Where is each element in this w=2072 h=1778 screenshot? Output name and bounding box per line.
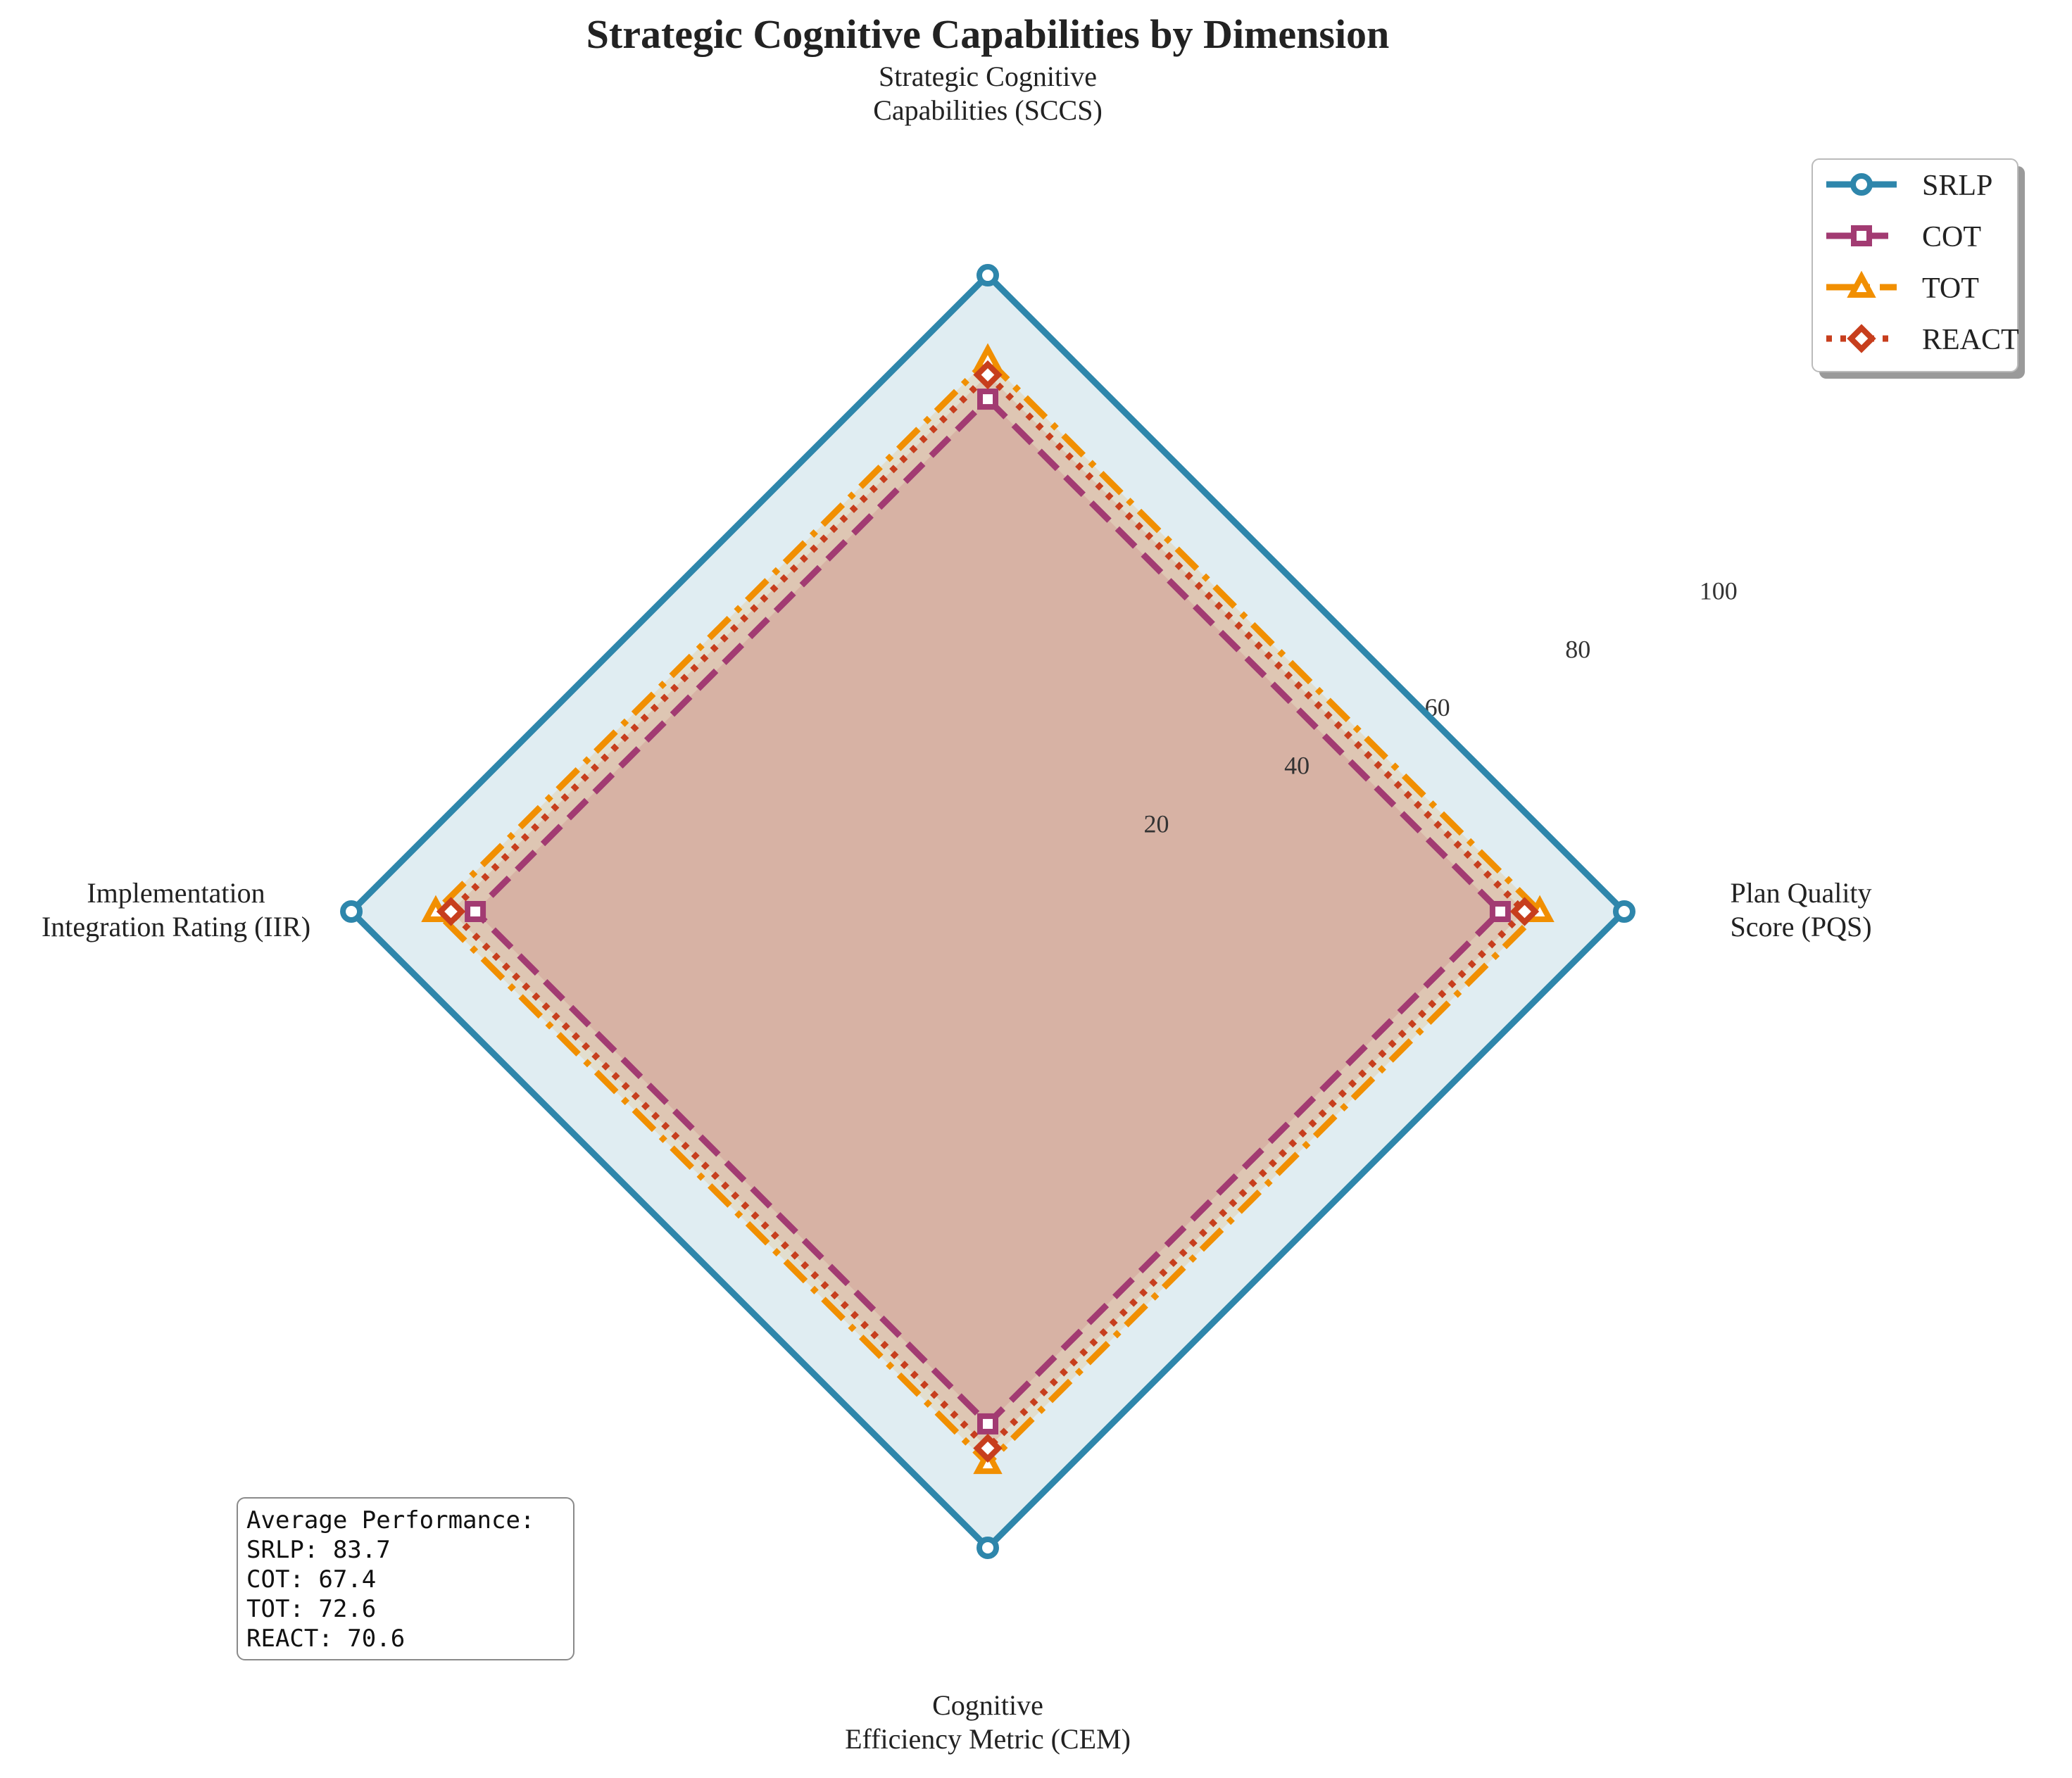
radial-tick-label-80: 80	[1565, 635, 1590, 663]
axis-label-3: Implementation Integration Rating (IIR)	[42, 877, 310, 942]
average-performance-box: Average Performance: SRLP: 83.7 COT: 67.…	[237, 1497, 574, 1660]
legend-label-cot: COT	[1922, 221, 1981, 253]
axis-labels: Strategic Cognitive Capabilities (SCCS) Pl…	[42, 61, 1872, 1755]
data-point-srlp-3	[340, 900, 363, 923]
data-point-react-1	[1509, 897, 1540, 926]
axis-label-2: Cognitive Efficiency Metric (CEM)	[845, 1689, 1131, 1755]
stats-line-tot: TOT: 72.6	[246, 1595, 377, 1623]
data-point-srlp-0	[977, 264, 999, 287]
data-point-srlp-1	[1612, 900, 1635, 923]
radial-tick-label-20: 20	[1144, 809, 1169, 838]
legend-marker-tot	[1847, 270, 1876, 298]
data-point-cot-1	[1489, 901, 1511, 922]
data-point-react-2	[973, 1433, 1003, 1463]
data-point-cot-3	[465, 901, 486, 922]
data-point-cot-2	[977, 1413, 998, 1435]
legend-marker-cot	[1851, 225, 1872, 246]
legend-marker-srlp	[1850, 173, 1873, 196]
data-point-react-3	[436, 897, 466, 926]
axis-label-0: Strategic Cognitive Capabilities (SCCS)	[873, 61, 1103, 126]
data-point-react-0	[973, 360, 1003, 390]
legend: SRLP COT TOT REACT	[1812, 158, 2025, 379]
radial-tick-label-100: 100	[1700, 577, 1738, 605]
stats-line-srlp: SRLP: 83.7	[246, 1536, 391, 1564]
stats-header: Average Performance:	[246, 1506, 535, 1534]
legend-label-srlp: SRLP	[1922, 170, 1992, 202]
series-fills	[351, 275, 1624, 1548]
series-fill-react	[451, 374, 1525, 1449]
axis-label-1: Plan Quality Score (PQS)	[1730, 877, 1871, 942]
legend-label-react: REACT	[1922, 324, 2019, 356]
legend-label-tot: TOT	[1922, 272, 1979, 305]
series-markers	[340, 264, 1635, 1559]
data-point-cot-0	[977, 389, 998, 410]
stats-line-cot: COT: 67.4	[246, 1565, 377, 1594]
chart-title: Strategic Cognitive Capabilities by Dime…	[586, 11, 1390, 57]
stats-line-react: REACT: 70.6	[246, 1625, 406, 1653]
legend-marker-react	[1847, 324, 1876, 353]
radial-tick-label-40: 40	[1284, 752, 1310, 780]
data-point-srlp-2	[977, 1536, 999, 1559]
legend-frame	[1812, 158, 2018, 372]
